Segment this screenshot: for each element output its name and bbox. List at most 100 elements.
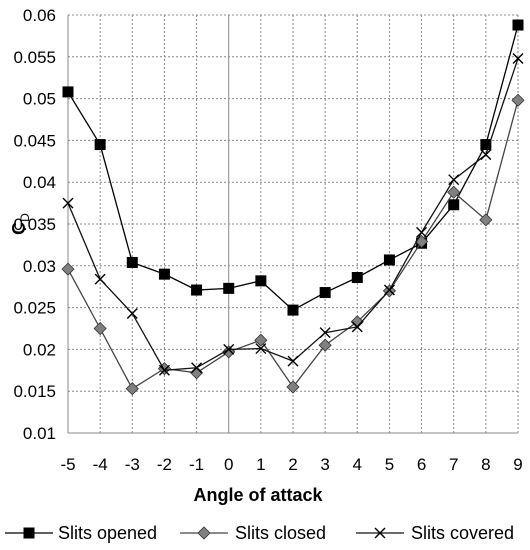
y-tick-label: 0.06	[23, 6, 56, 25]
y-axis-title-main: C	[9, 222, 29, 235]
data-point	[287, 304, 299, 316]
x-marker-stroke	[287, 355, 299, 367]
x-tick-label: 9	[513, 455, 522, 474]
x-marker-stroke	[191, 362, 203, 374]
data-point	[157, 362, 171, 376]
y-axis-title-subscript: D	[18, 213, 32, 222]
x-marker-stroke	[94, 273, 106, 285]
x-marker-stroke	[512, 52, 524, 64]
legend-item: Slits opened	[5, 523, 157, 543]
y-tick-label: 0.025	[13, 299, 56, 318]
legend-marker	[23, 527, 35, 539]
data-point	[254, 333, 268, 347]
data-point	[318, 338, 332, 352]
legend-label: Slits closed	[235, 523, 326, 543]
data-point	[126, 307, 138, 319]
data-point	[351, 321, 363, 333]
grid	[68, 14, 519, 433]
x-marker-stroke	[383, 284, 395, 296]
data-point	[448, 174, 460, 186]
data-point	[512, 19, 524, 31]
legend-label: Slits opened	[58, 523, 157, 543]
legend-label: Slits covered	[411, 523, 514, 543]
data-point	[480, 149, 492, 161]
svg-text:CD: CD	[9, 213, 32, 235]
data-point	[448, 199, 460, 211]
data-point	[512, 52, 524, 64]
data-point	[158, 364, 170, 376]
x-tick-label: 5	[385, 455, 394, 474]
y-tick-label: 0.055	[13, 48, 56, 67]
data-point	[286, 380, 300, 394]
data-point	[351, 272, 363, 284]
x-tick-label: 1	[256, 455, 265, 474]
series-group	[61, 19, 525, 396]
data-point	[61, 262, 75, 276]
x-marker-stroke	[374, 527, 386, 539]
x-marker-stroke	[416, 226, 428, 238]
x-tick-label: -2	[157, 455, 172, 474]
y-tick-label: 0.035	[13, 215, 56, 234]
x-tick-label: 4	[353, 455, 362, 474]
legend-marker	[374, 527, 386, 539]
x-tick-label: -4	[93, 455, 108, 474]
data-point	[287, 355, 299, 367]
y-tick-label: 0.045	[13, 131, 56, 150]
x-tick-label: 2	[288, 455, 297, 474]
axes	[67, 15, 518, 434]
x-marker-stroke	[223, 343, 235, 355]
x-tick-label: -1	[189, 455, 204, 474]
data-point	[125, 382, 139, 396]
x-tick-label: 3	[320, 455, 329, 474]
data-point	[94, 273, 106, 285]
data-point	[319, 287, 331, 299]
x-tick-labels: -5 -4 -3 -2 -1 0 1 2 3 4 5 6 7 8 9	[60, 455, 522, 474]
x-marker-stroke	[351, 321, 363, 333]
data-point	[255, 275, 267, 287]
x-marker-stroke	[158, 364, 170, 376]
data-point	[158, 268, 170, 280]
data-point	[191, 362, 203, 374]
y-axis-title: CD	[9, 213, 32, 235]
data-point	[255, 343, 267, 355]
x-tick-label: 7	[449, 455, 458, 474]
x-marker-stroke	[319, 327, 331, 339]
x-tick-label: -3	[125, 455, 140, 474]
data-point	[319, 327, 331, 339]
legend-item: Slits covered	[356, 523, 514, 543]
data-point	[479, 213, 493, 227]
data-point	[511, 93, 525, 107]
y-tick-label: 0.02	[23, 340, 56, 359]
x-tick-label: -5	[60, 455, 75, 474]
data-point	[480, 139, 492, 151]
legend-item: Slits closed	[180, 523, 326, 543]
data-point	[62, 197, 74, 209]
data-point	[62, 86, 74, 98]
data-point	[383, 284, 395, 296]
data-point	[191, 284, 203, 296]
x-tick-label: 0	[224, 455, 233, 474]
data-point	[383, 254, 395, 266]
legend: Slits opened Slits closed Slits covered	[5, 523, 514, 543]
x-marker-stroke	[126, 307, 138, 319]
y-tick-label: 0.04	[23, 173, 56, 192]
y-tick-label: 0.03	[23, 257, 56, 276]
series-slits-covered	[62, 52, 524, 376]
y-tick-label: 0.05	[23, 90, 56, 109]
y-tick-label: 0.01	[23, 424, 56, 443]
y-tick-label: 0.015	[13, 382, 56, 401]
x-tick-label: 6	[417, 455, 426, 474]
legend-marker	[197, 526, 211, 540]
data-point	[447, 185, 461, 199]
data-point	[126, 256, 138, 268]
x-axis-title: Angle of attack	[193, 485, 323, 505]
data-point	[223, 343, 235, 355]
data-point	[416, 226, 428, 238]
data-point	[223, 282, 235, 294]
x-tick-label: 8	[481, 455, 490, 474]
x-marker-stroke	[448, 174, 460, 186]
x-marker-stroke	[62, 197, 74, 209]
data-point	[94, 139, 106, 151]
y-tick-labels: 0.01 0.015 0.02 0.025 0.03 0.035 0.04 0.045 0.05…	[13, 6, 56, 443]
